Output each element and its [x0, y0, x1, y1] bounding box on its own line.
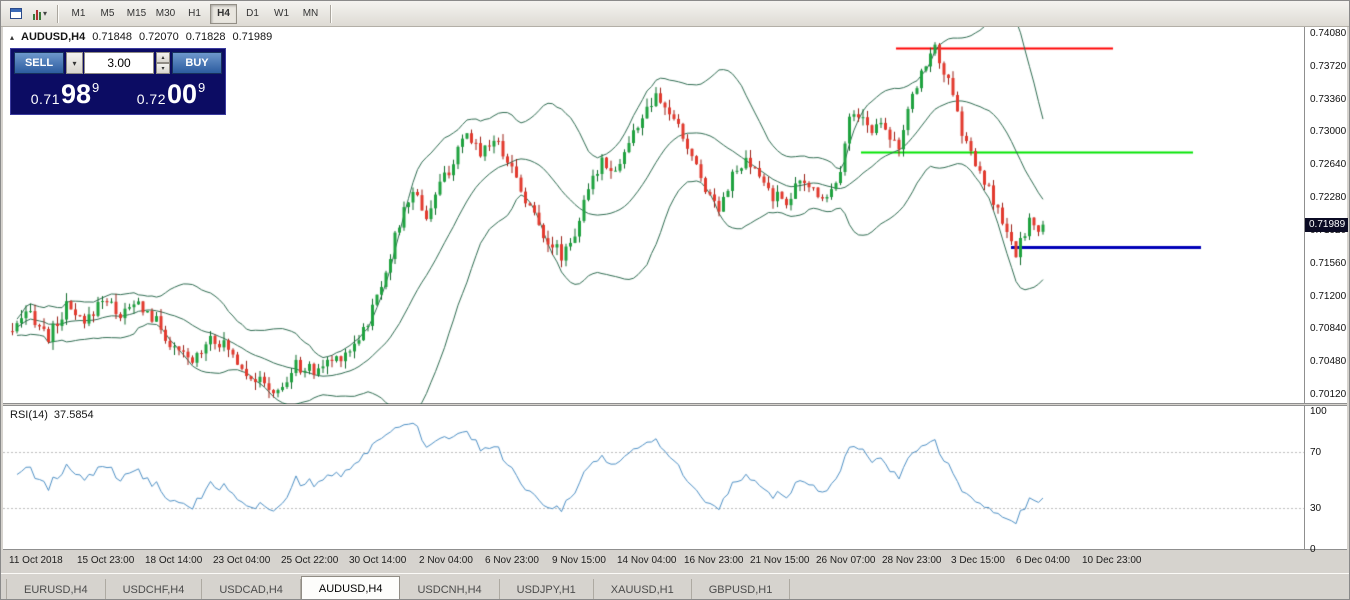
ohlc-close: 0.71989 [232, 31, 273, 43]
timeframe-m15[interactable]: M15 [126, 8, 147, 19]
rsi-canvas[interactable] [3, 406, 1304, 551]
timeframe-mn[interactable]: MN [302, 8, 319, 19]
timeframe-h4[interactable]: H4 [210, 3, 237, 24]
time-axis-label: 6 Dec 04:00 [1016, 555, 1070, 566]
price-axis-label: 0.72640 [1310, 159, 1347, 171]
timeframe-w1[interactable]: W1 [274, 8, 289, 19]
time-axis-label: 21 Nov 15:00 [750, 555, 810, 566]
toolbar-separator [57, 4, 59, 23]
time-axis-label: 14 Nov 04:00 [617, 555, 677, 566]
price-axis-label: 0.74080 [1310, 28, 1347, 40]
buy-button[interactable]: BUY [172, 52, 222, 74]
tab-xauusd-h1[interactable]: XAUUSD,H1 [594, 579, 692, 599]
time-axis-label: 11 Oct 2018 [9, 555, 63, 566]
time-axis-label: 25 Oct 22:00 [281, 555, 339, 566]
price-axis-label: 0.70840 [1310, 323, 1347, 335]
tab-usdcnh-h4[interactable]: USDCNH,H4 [400, 579, 500, 599]
tab-usdcad-h4[interactable]: USDCAD,H4 [202, 579, 301, 599]
rsi-axis-label: 30 [1310, 502, 1322, 514]
tab-usdchf-h4[interactable]: USDCHF,H4 [106, 579, 203, 599]
chart-type-dropdown[interactable]: ▾ [29, 4, 51, 24]
price-axis-label: 0.70120 [1310, 388, 1347, 400]
toolbar-separator [330, 4, 332, 23]
time-axis-label: 2 Nov 04:00 [419, 555, 473, 566]
spinner-up-icon[interactable]: ▴ [156, 52, 170, 63]
time-axis-label: 28 Nov 23:00 [882, 555, 942, 566]
rsi-axis-label: 70 [1310, 447, 1322, 459]
tab-eurusd-h4[interactable]: EURUSD,H4 [6, 579, 106, 599]
sell-price-display[interactable]: 0.71 98 9 [14, 77, 116, 111]
ohlc-open: 0.71848 [92, 31, 132, 43]
price-axis-label: 0.72280 [1310, 192, 1347, 204]
price-chart-panel: ▴ AUDUSD,H4 0.71848 0.72070 0.71828 0.71… [3, 27, 1348, 404]
buy-price-pips: 00 [166, 79, 198, 109]
tab-usdjpy-h1[interactable]: USDJPY,H1 [500, 579, 594, 599]
chart-ohlc-header: ▴ AUDUSD,H4 0.71848 0.72070 0.71828 0.71… [10, 31, 272, 43]
time-axis-label: 23 Oct 04:00 [213, 555, 271, 566]
timeframe-m1[interactable]: M1 [71, 8, 86, 19]
time-axis-label: 18 Oct 14:00 [145, 555, 203, 566]
buy-price-display[interactable]: 0.72 00 9 [120, 77, 222, 111]
time-axis-label: 6 Nov 23:00 [485, 555, 539, 566]
rsi-panel: RSI(14) 37.5854 100 70 30 0 [3, 405, 1347, 555]
timeframe-h1[interactable]: H1 [188, 8, 201, 19]
ohlc-low: 0.71828 [185, 31, 226, 43]
buy-price-point: 9 [198, 80, 206, 95]
rsi-axis-label: 100 [1310, 406, 1327, 417]
rsi-value: 37.5854 [53, 409, 94, 421]
price-axis-label: 0.71200 [1310, 290, 1347, 302]
window-icon [10, 8, 22, 19]
buy-price-prefix: 0.72 [136, 91, 166, 107]
current-price-badge: 0.71989 [1305, 217, 1348, 232]
chart-tabs-bar: EURUSD,H4 USDCHF,H4 USDCAD,H4 AUDUSD,H4 USDC… [1, 573, 1349, 599]
time-axis-label: 16 Nov 23:00 [684, 555, 744, 566]
chevron-down-icon: ▾ [42, 9, 47, 18]
top-toolbar: ▾ M1 M5 M15 M30 H1 H4 D1 W1 MN [1, 1, 1349, 27]
price-axis-label: 0.73360 [1310, 93, 1347, 105]
time-axis-label: 9 Nov 15:00 [552, 555, 606, 566]
chevron-down-icon: ▾ [72, 58, 77, 68]
price-axis-label: 0.70480 [1310, 356, 1347, 368]
price-axis-label: 0.73000 [1310, 126, 1347, 138]
time-axis-label: 30 Oct 14:00 [349, 555, 407, 566]
one-click-trading-panel: SELL ▾ 3.00 ▴ ▾ BUY 0.71 98 9 0.72 [10, 48, 226, 115]
one-click-toggle-icon[interactable]: ▴ [10, 32, 15, 42]
chart-symbol: AUDUSD,H4 [21, 31, 86, 43]
rsi-label: RSI(14) [10, 409, 48, 421]
time-axis-label: 26 Nov 07:00 [816, 555, 876, 566]
tab-audusd-h4[interactable]: AUDUSD,H4 [300, 576, 401, 599]
timeframe-m5[interactable]: M5 [100, 8, 115, 19]
price-axis-label: 0.73720 [1310, 60, 1347, 72]
ohlc-high: 0.72070 [138, 31, 179, 43]
time-axis[interactable]: 11 Oct 2018 15 Oct 23:00 18 Oct 14:00 23 Oc… [3, 552, 1347, 572]
volume-spinner[interactable]: ▴ ▾ [156, 52, 170, 74]
rsi-axis[interactable]: 100 70 30 0 [1304, 406, 1347, 555]
price-axis-label: 0.71560 [1310, 257, 1347, 269]
spinner-down-icon[interactable]: ▾ [156, 63, 170, 74]
sell-price-pips: 98 [60, 79, 92, 109]
rsi-axis-label: 0 [1310, 544, 1316, 555]
rsi-header: RSI(14) 37.5854 [10, 409, 94, 421]
time-axis-label: 3 Dec 15:00 [951, 555, 1005, 566]
app-window-button[interactable] [5, 4, 27, 24]
price-axis[interactable]: 0.74080 0.73720 0.73360 0.73000 0.72640 0.722… [1304, 27, 1348, 403]
sell-button[interactable]: SELL [14, 52, 64, 74]
volume-input[interactable]: 3.00 [84, 52, 154, 74]
time-axis-label: 15 Oct 23:00 [77, 555, 135, 566]
sell-price-prefix: 0.71 [30, 91, 60, 107]
volume-dropdown-button[interactable]: ▾ [66, 52, 83, 74]
tab-gbpusd-h1[interactable]: GBPUSD,H1 [692, 579, 791, 599]
timeframe-d1[interactable]: D1 [246, 8, 259, 19]
sell-price-point: 9 [92, 80, 100, 95]
timeframe-toolbar: M1 M5 M15 M30 H1 H4 D1 W1 MN [64, 3, 325, 24]
timeframe-m30[interactable]: M30 [155, 8, 176, 19]
bar-chart-icon [32, 8, 41, 20]
time-axis-label: 10 Dec 23:00 [1082, 555, 1142, 566]
